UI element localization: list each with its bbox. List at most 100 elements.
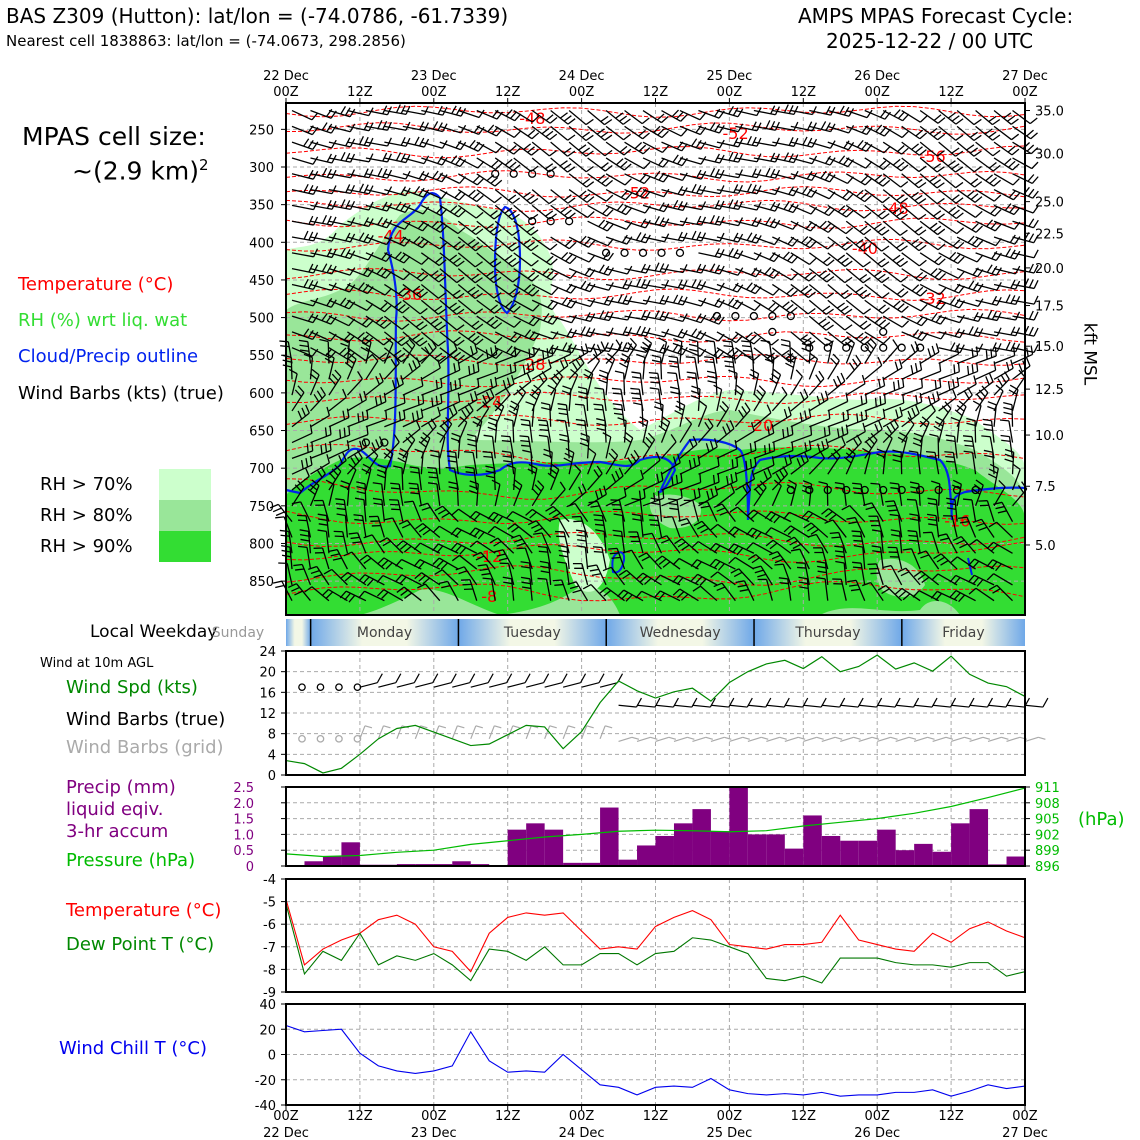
wind-barb-flag xyxy=(847,410,850,420)
wind-barb xyxy=(321,588,348,602)
wind-barb-flag xyxy=(419,340,428,347)
wind-barb-staff xyxy=(402,125,425,132)
isotherm-line xyxy=(285,531,1026,548)
wind-barb-flag xyxy=(305,467,310,477)
wind-barb-flag xyxy=(400,186,407,195)
wind-barb-staff xyxy=(328,588,348,602)
wind-barb xyxy=(347,315,374,328)
wind-barb-flag xyxy=(384,305,392,313)
weekday-label: Local Weekday xyxy=(90,622,218,642)
wind-barb-flag xyxy=(300,460,304,470)
wind-barb xyxy=(402,331,428,347)
wind-barb-flag xyxy=(402,289,410,297)
wind-barb xyxy=(402,357,421,380)
wind-barb-staff xyxy=(310,188,333,195)
wind-barb-staff xyxy=(328,220,351,227)
wind-barb-staff xyxy=(295,583,311,602)
wind-barb-staff xyxy=(347,220,369,228)
wind-barb-flag xyxy=(395,152,402,161)
wind-barb-flag xyxy=(368,137,374,147)
wind-barb-flag xyxy=(331,139,337,149)
wind-barb xyxy=(344,353,357,380)
wind-barb-flag xyxy=(403,255,411,264)
wind-barb-flag xyxy=(367,269,374,278)
wind-barb-staff xyxy=(384,157,407,164)
wind-barb-flag xyxy=(269,503,279,509)
wind-barb-staff xyxy=(328,141,351,148)
wind-barb-staff xyxy=(347,188,370,195)
wind-barb-flag xyxy=(348,532,358,535)
wind-barb-flag xyxy=(926,450,936,454)
wind-barb-flag xyxy=(852,487,862,490)
wind-barb-flag xyxy=(386,169,393,179)
wind-barb-staff xyxy=(336,549,349,570)
wind-barb-flag xyxy=(449,381,453,391)
legend-rh70: RH > 70% xyxy=(40,474,133,495)
wind-barb xyxy=(402,121,429,132)
wind-barb-flag xyxy=(906,498,916,501)
wind-barb-flag xyxy=(362,463,372,470)
wind-barb-flag xyxy=(288,368,298,375)
wind-barb-flag xyxy=(362,576,370,584)
wind-barb-flag xyxy=(399,253,407,262)
wind-barb-flag xyxy=(297,519,308,522)
wind-barb-flag xyxy=(294,484,302,492)
wind-barb-flag xyxy=(318,523,328,526)
wind-barb xyxy=(291,278,319,290)
wind-barb-flag xyxy=(592,546,602,549)
wind-barb-flag xyxy=(373,502,383,506)
wind-barb-staff xyxy=(310,141,332,149)
wind-barb-staff xyxy=(347,204,370,211)
wind-barb-staff xyxy=(365,283,386,296)
wind-barb-flag xyxy=(348,594,356,603)
wind-barb-flag xyxy=(418,187,425,196)
wind-barb-flag xyxy=(275,584,285,589)
wind-barb-flag xyxy=(405,121,411,131)
wind-barb-flag xyxy=(344,282,351,291)
wind-barb-flag xyxy=(377,464,387,469)
wind-barb xyxy=(291,455,313,475)
wind-barb-flag xyxy=(736,457,739,467)
wind-barb-staff xyxy=(381,499,386,522)
wind-barb-staff xyxy=(438,452,441,475)
wind-barb-flag xyxy=(650,524,660,526)
wind-barb-staff xyxy=(328,471,342,491)
wind-barb-flag xyxy=(305,404,310,414)
wind-barb-staff xyxy=(328,448,350,459)
wind-barb-flag xyxy=(371,353,379,362)
isotherm-line xyxy=(285,186,1026,198)
wind-barb-flag xyxy=(400,105,406,114)
wind-barb-staff xyxy=(383,299,403,314)
wind-barb xyxy=(354,497,367,522)
wind-barb-flag xyxy=(279,529,289,533)
wind-barb-flag xyxy=(366,303,374,311)
wind-barb-flag xyxy=(411,334,421,341)
wind-barb-staff xyxy=(342,531,349,554)
wind-barb-flag xyxy=(275,511,285,517)
wind-barb-staff xyxy=(291,125,313,136)
wind-barb-staff xyxy=(321,547,330,570)
wind-barb-staff xyxy=(291,220,314,226)
wind-barb-flag xyxy=(329,441,332,451)
wind-barb-flag xyxy=(320,444,323,454)
wind-barb-flag xyxy=(326,215,332,225)
wind-barb-flag xyxy=(322,214,328,224)
wind-barb-flag xyxy=(312,314,319,323)
wind-barb xyxy=(343,551,367,570)
wind-barb-flag xyxy=(340,151,346,161)
wind-barb-flag xyxy=(350,536,360,540)
wind-barb-flag xyxy=(945,455,955,458)
wind-barb xyxy=(347,232,374,244)
wind-barb xyxy=(347,299,374,311)
wind-barb-staff xyxy=(365,141,388,147)
wind-barb-staff xyxy=(328,484,335,506)
wind-barb-flag xyxy=(413,186,421,195)
wind-barb-flag xyxy=(528,348,531,358)
wind-barb xyxy=(348,532,367,554)
wind-barb-flag xyxy=(309,373,318,380)
wind-barb-flag xyxy=(335,498,345,501)
wind-barb xyxy=(307,479,320,507)
wind-barb-staff xyxy=(310,315,332,325)
wind-barb-flag xyxy=(699,473,702,483)
wind-barb-staff xyxy=(328,157,351,163)
